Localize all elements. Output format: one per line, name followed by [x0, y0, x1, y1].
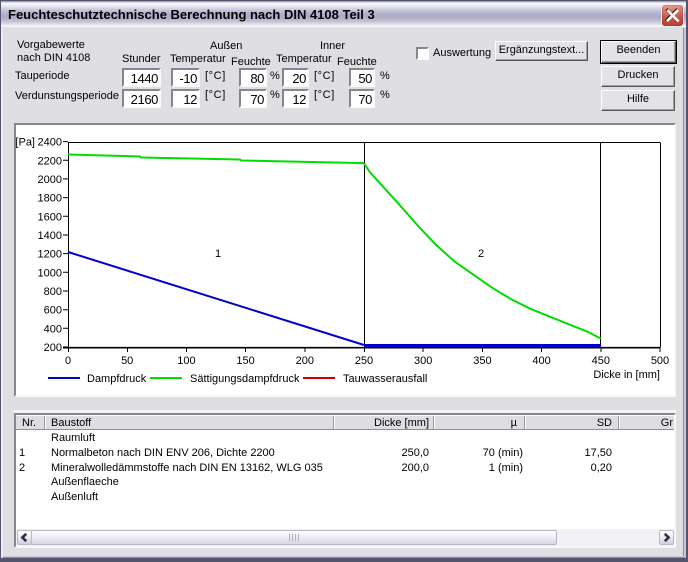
svg-text:2: 2: [478, 248, 484, 260]
svg-text:1200: 1200: [38, 249, 62, 261]
svg-text:100: 100: [177, 355, 195, 367]
svg-text:Dampfdruck: Dampfdruck: [87, 373, 147, 385]
svg-text:Dicke in [mm]: Dicke in [mm]: [593, 369, 660, 381]
svg-text:800: 800: [44, 286, 62, 298]
svg-text:1: 1: [215, 248, 221, 260]
svg-text:1000: 1000: [38, 267, 62, 279]
svg-text:600: 600: [44, 305, 62, 317]
svg-text:1800: 1800: [38, 193, 62, 205]
svg-text:200: 200: [44, 342, 62, 354]
svg-text:2400: 2400: [38, 137, 62, 149]
svg-text:50: 50: [121, 355, 133, 367]
svg-text:400: 400: [44, 323, 62, 335]
svg-text:1400: 1400: [38, 230, 62, 242]
svg-text:[Pa]: [Pa]: [16, 137, 35, 149]
svg-text:400: 400: [532, 355, 550, 367]
svg-text:450: 450: [592, 355, 610, 367]
svg-text:Sättigungsdampfdruck: Sättigungsdampfdruck: [190, 373, 300, 385]
svg-text:300: 300: [414, 355, 432, 367]
svg-text:2000: 2000: [38, 174, 62, 186]
svg-text:250: 250: [355, 355, 373, 367]
svg-text:0: 0: [65, 355, 71, 367]
svg-text:150: 150: [236, 355, 254, 367]
svg-text:200: 200: [296, 355, 314, 367]
svg-text:1600: 1600: [38, 211, 62, 223]
svg-text:2200: 2200: [38, 155, 62, 167]
svg-text:350: 350: [473, 355, 491, 367]
svg-text:500: 500: [651, 355, 669, 367]
svg-text:Tauwasserausfall: Tauwasserausfall: [343, 373, 427, 385]
